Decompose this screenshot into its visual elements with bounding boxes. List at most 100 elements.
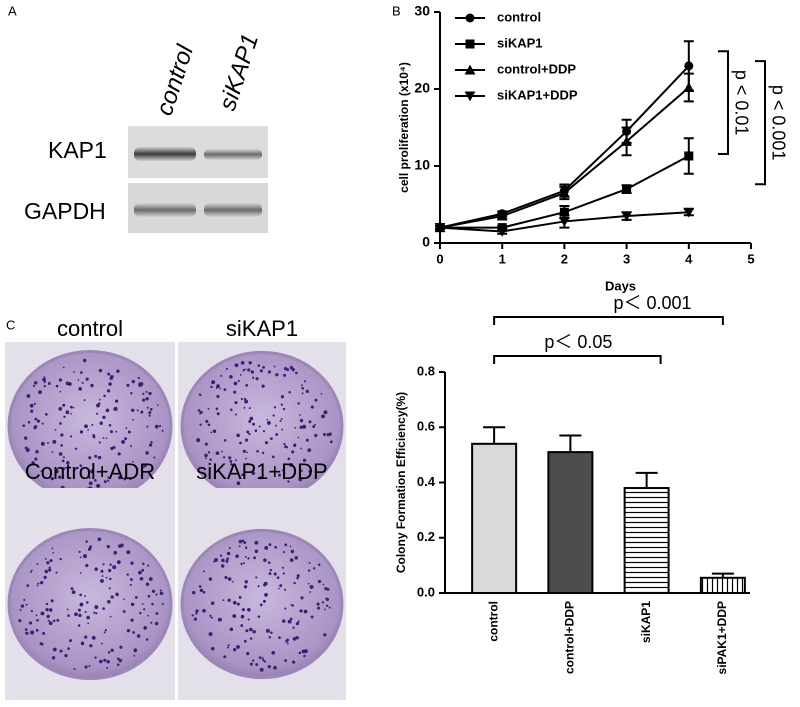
colony <box>257 585 260 588</box>
colony <box>71 590 76 595</box>
colony <box>131 379 135 384</box>
colony <box>41 422 44 425</box>
colony <box>79 556 82 559</box>
colony <box>107 476 110 479</box>
colony <box>288 390 291 394</box>
colony <box>79 430 84 434</box>
annotation: p < 0.01 <box>731 70 751 136</box>
colony <box>267 664 271 669</box>
colony <box>279 584 283 588</box>
colony <box>85 563 89 568</box>
colony <box>243 406 246 409</box>
colony <box>59 390 62 393</box>
y-tick-label: 30 <box>414 3 430 19</box>
colony <box>86 601 89 604</box>
colony <box>294 556 299 560</box>
colony <box>139 576 144 581</box>
colony <box>62 466 66 471</box>
colony <box>103 658 107 662</box>
colony <box>264 593 268 597</box>
colony <box>287 619 292 624</box>
image-label: siKAP1+DDP <box>196 459 327 484</box>
colony <box>74 612 78 617</box>
colony <box>277 473 281 477</box>
colony <box>117 452 121 456</box>
colony <box>249 627 253 632</box>
colony <box>51 451 54 454</box>
colony <box>102 607 105 610</box>
colony <box>130 618 134 622</box>
colony <box>229 459 233 463</box>
colony <box>266 418 269 421</box>
colony <box>27 420 31 424</box>
colony <box>84 635 88 639</box>
colony <box>60 433 64 437</box>
colony <box>43 380 46 384</box>
colony <box>126 550 131 555</box>
colony <box>282 551 285 554</box>
colony <box>204 453 208 458</box>
blot-row-label: GAPDH <box>24 198 106 224</box>
colony <box>228 547 231 550</box>
colony <box>208 632 213 637</box>
colony <box>252 422 256 426</box>
colony <box>159 589 162 592</box>
colony <box>48 566 51 569</box>
colony <box>107 372 111 376</box>
colony <box>326 604 329 607</box>
colony <box>301 387 305 390</box>
colony <box>278 636 281 640</box>
colony <box>296 574 300 578</box>
colony <box>240 562 243 566</box>
colony <box>287 457 291 461</box>
legend-label: control+DDP <box>497 61 576 76</box>
colony <box>40 581 44 585</box>
colony <box>78 550 81 554</box>
colony <box>226 646 229 649</box>
colony <box>234 363 239 368</box>
colony <box>45 608 49 612</box>
colony <box>35 628 39 632</box>
colony <box>81 641 84 645</box>
colony <box>317 579 322 584</box>
colony <box>259 603 263 607</box>
colony <box>234 413 237 416</box>
legend-marker <box>465 39 475 49</box>
colony <box>223 439 227 442</box>
colony <box>240 397 243 401</box>
colony <box>268 572 272 575</box>
colony <box>156 404 159 407</box>
colony <box>320 392 323 395</box>
colony <box>95 612 98 615</box>
colony <box>221 558 225 563</box>
colony <box>109 615 112 618</box>
colony <box>222 456 226 459</box>
colony <box>262 365 265 369</box>
colony <box>243 541 247 545</box>
colony <box>258 425 261 428</box>
colony <box>236 433 240 438</box>
colony <box>149 408 153 411</box>
colony <box>207 407 210 410</box>
colony <box>238 595 242 599</box>
colony <box>22 424 26 427</box>
colony <box>141 603 144 605</box>
colony <box>23 598 26 601</box>
colony <box>60 444 63 447</box>
data-point <box>683 82 695 92</box>
colony <box>146 406 149 409</box>
colony <box>108 423 112 427</box>
colony <box>109 430 114 434</box>
error-bar <box>635 471 658 489</box>
colony <box>98 368 103 373</box>
colony <box>219 554 223 557</box>
colony <box>208 577 213 581</box>
colony <box>24 436 28 440</box>
colony <box>262 430 265 432</box>
colony <box>323 410 328 415</box>
colony <box>213 560 216 563</box>
colony <box>245 546 248 550</box>
colony <box>249 416 254 421</box>
colony <box>155 593 158 596</box>
colony <box>37 582 40 585</box>
